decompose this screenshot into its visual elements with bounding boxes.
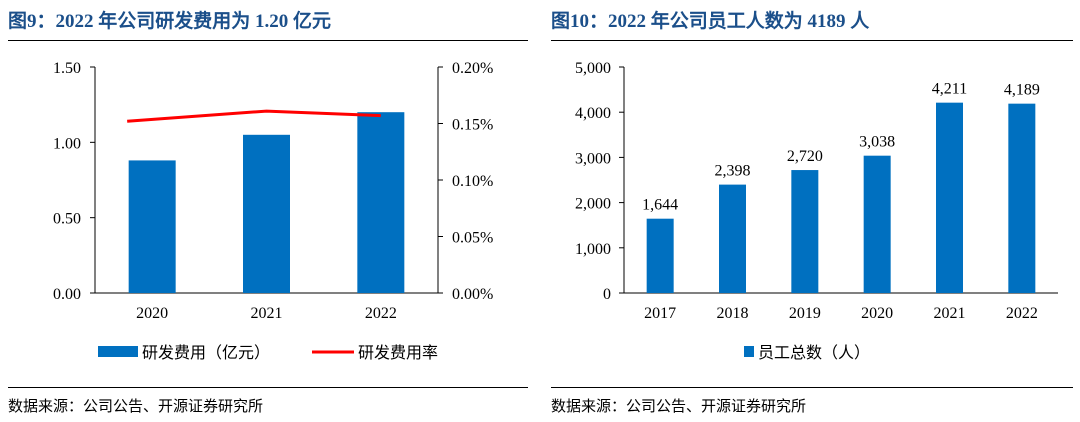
legend-swatch-employees xyxy=(744,346,754,357)
right-y-tick-label: 0.10% xyxy=(452,173,493,190)
x-tick-label: 2020 xyxy=(861,305,893,322)
employee-bar xyxy=(646,218,674,293)
left-y-tick-label: 1.00 xyxy=(53,135,81,152)
x-tick-label: 2022 xyxy=(1006,305,1038,322)
legend-label-employees: 员工总数（人） xyxy=(758,344,870,362)
right-y-tick-label: 0.00% xyxy=(452,286,493,303)
left-figure-panel: 图9：2022 年公司研发费用为 1.20 亿元 0.00 0.50 1.00 1.5… xyxy=(8,0,528,422)
x-tick-label: 2021 xyxy=(934,305,966,322)
y-tick-label: 2,000 xyxy=(575,196,611,213)
legend-swatch-rd-expense xyxy=(98,346,138,357)
employee-bar xyxy=(1008,103,1036,293)
y-tick-label: 3,000 xyxy=(575,150,611,167)
right-y-tick-label: 0.05% xyxy=(452,230,493,247)
x-tick-label: 2019 xyxy=(789,305,821,322)
rd-expense-chart: 0.00 0.50 1.00 1.50 0.00% 0.05% 0.10% 0.15% 0.20… xyxy=(53,60,493,362)
left-figure-title: 图9：2022 年公司研发费用为 1.20 亿元 xyxy=(8,11,332,32)
employee-data-label: 3,038 xyxy=(859,134,895,151)
legend-label-rd-expense: 研发费用（亿元） xyxy=(142,344,270,362)
right-figure-title: 图10：2022 年公司员工人数为 4189 人 xyxy=(551,11,870,32)
rd-expense-bar xyxy=(128,160,176,293)
rd-expense-rate-line xyxy=(127,109,381,123)
legend-label-rd-rate: 研发费用率 xyxy=(358,344,438,362)
left-y-tick-label: 1.50 xyxy=(53,60,81,77)
y-tick-label: 4,000 xyxy=(575,105,611,122)
right-bottom-rule xyxy=(551,387,1073,388)
employee-count-chart: 0 1,000 2,000 3,000 4,000 5,000 1,644 2017 2,398… xyxy=(575,60,1058,362)
right-y-tick-label: 0.20% xyxy=(452,60,493,77)
right-y-tick-label: 0.15% xyxy=(452,117,493,134)
employee-data-label: 4,189 xyxy=(1004,82,1040,99)
left-y-tick-label: 0.50 xyxy=(53,211,81,228)
employee-bar xyxy=(791,170,819,293)
rd-expense-bar xyxy=(357,112,405,293)
y-tick-label: 5,000 xyxy=(575,60,611,77)
x-tick-label: 2021 xyxy=(251,305,283,322)
employee-data-label: 1,644 xyxy=(642,197,678,214)
x-tick-label: 2017 xyxy=(644,305,676,322)
right-top-rule xyxy=(551,40,1073,41)
left-bottom-rule xyxy=(8,387,528,388)
x-tick-label: 2018 xyxy=(717,305,749,322)
x-tick-label: 2022 xyxy=(365,305,397,322)
employee-data-label: 2,398 xyxy=(715,163,751,180)
rd-expense-bar xyxy=(243,134,290,293)
y-tick-label: 1,000 xyxy=(575,241,611,258)
x-tick-label: 2020 xyxy=(136,305,168,322)
employee-bar xyxy=(936,102,963,293)
left-y-tick-label: 0.00 xyxy=(53,286,81,303)
y-tick-label: 0 xyxy=(603,286,611,303)
employee-data-label: 4,211 xyxy=(932,81,967,98)
right-figure-panel: 图10：2022 年公司员工人数为 4189 人 0 1,000 2,000 3,00… xyxy=(551,0,1073,422)
right-source-note: 数据来源：公司公告、开源证券研究所 xyxy=(551,399,807,415)
left-source-note: 数据来源：公司公告、开源证券研究所 xyxy=(8,399,264,415)
employee-bar xyxy=(863,155,891,293)
employee-data-label: 2,720 xyxy=(787,148,823,165)
left-top-rule xyxy=(8,40,528,41)
employee-bar xyxy=(719,184,746,293)
